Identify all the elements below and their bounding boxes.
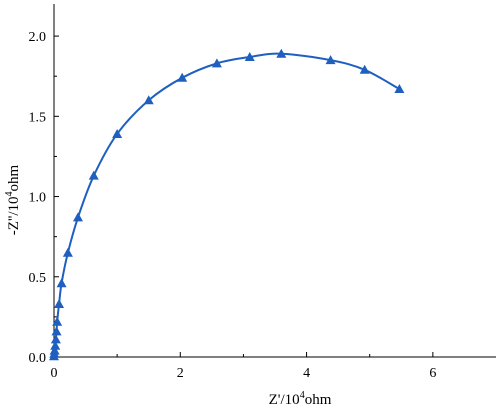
y-axis-title: -Z''/104ohm xyxy=(4,164,22,235)
x-tick-label: 4 xyxy=(303,366,310,381)
data-point-marker xyxy=(51,326,62,336)
data-point-marker xyxy=(143,95,154,105)
data-point-marker xyxy=(72,212,83,222)
x-tick-label: 6 xyxy=(429,366,436,381)
data-point-marker xyxy=(211,58,222,68)
x-tick-label: 0 xyxy=(51,366,58,381)
plot-axes xyxy=(53,4,496,358)
data-point-marker xyxy=(177,72,188,82)
x-axis-title: Z'/104ohm xyxy=(269,390,332,408)
x-tick-label: 2 xyxy=(177,366,184,381)
data-point-marker xyxy=(62,247,73,257)
data-point-marker xyxy=(276,48,287,58)
y-tick-label: 0.5 xyxy=(29,271,47,286)
data-point-marker xyxy=(56,278,67,288)
data-point-marker xyxy=(112,128,123,138)
data-point-marker xyxy=(359,64,370,74)
y-tick-label: 0.0 xyxy=(29,351,47,366)
data-point-marker xyxy=(325,55,336,65)
data-point-marker xyxy=(49,345,60,355)
data-point-marker xyxy=(88,170,99,180)
series-line xyxy=(53,52,400,357)
y-tick-label: 2.0 xyxy=(29,30,47,45)
data-point-marker xyxy=(52,316,63,326)
series-markers-layer xyxy=(49,48,405,361)
y-tick-label: 1.0 xyxy=(29,191,47,206)
data-point-marker xyxy=(50,340,61,350)
y-tick-label: 1.5 xyxy=(29,110,47,125)
x-tick-labels: 0 2 4 6 xyxy=(51,366,437,381)
series-curve-layer xyxy=(53,52,400,357)
data-point-marker xyxy=(244,51,255,61)
data-point-marker xyxy=(54,299,65,309)
data-point-marker xyxy=(50,334,61,344)
y-tick-labels: 0.0 0.5 1.0 1.5 2.0 xyxy=(29,30,47,366)
data-point-marker xyxy=(394,84,405,94)
